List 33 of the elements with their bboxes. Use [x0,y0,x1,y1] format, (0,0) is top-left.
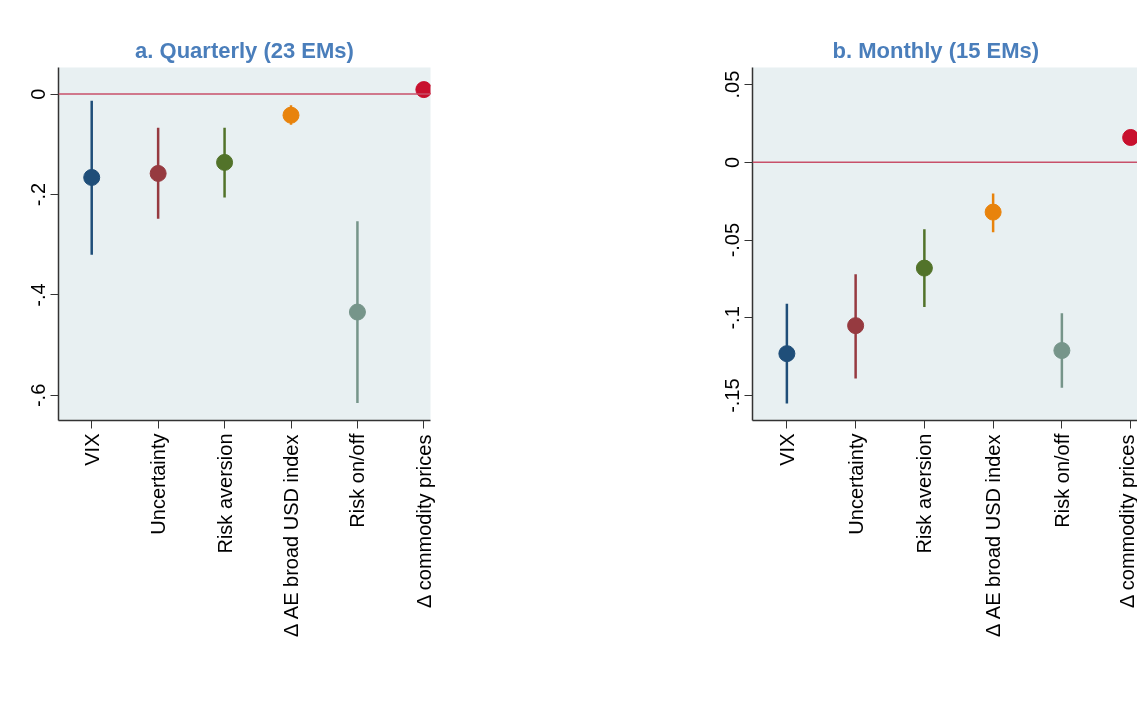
chart-title: a. Quarterly (23 EMs) [135,37,354,63]
point [348,303,366,321]
x-tick-label: Uncertainty [844,433,867,535]
x-tick-label: Δ commodity prices [412,434,435,609]
x-tick-label: Risk on/off [346,433,369,528]
x-tick-label: Risk on/off [1050,433,1073,528]
y-tick-label: 0 [721,156,744,168]
x-tick-label: VIX [80,433,103,466]
x-tick-label: Δ AE broad USD index [280,434,302,637]
point [778,345,796,363]
x-tick-label: VIX [775,433,798,466]
x-tick-label: Δ commodity prices [1115,434,1137,609]
y-tick-label: -.15 [721,378,744,413]
y-tick-label: -.4 [27,283,50,307]
x-tick-label: Risk aversion [913,433,936,554]
point [149,164,167,182]
x-tick-label: Δ AE broad USD index [982,434,1005,637]
point [915,259,933,277]
y-tick-label: 0 [27,88,50,100]
y-tick-label: -.2 [27,182,50,207]
y-tick-label: .05 [721,70,744,99]
point [83,168,101,186]
chart-title: b. Monthly (15 EMs) [832,37,1040,63]
point [984,203,1002,221]
x-tick-label: Risk aversion [213,433,236,554]
y-tick-label: -.1 [721,306,744,330]
y-tick-label: -.05 [721,222,744,258]
point [847,317,865,335]
point [216,153,234,171]
point [1053,342,1071,360]
x-tick-label: Uncertainty [147,433,170,535]
y-tick-label: -.6 [27,383,50,408]
point [282,106,300,124]
